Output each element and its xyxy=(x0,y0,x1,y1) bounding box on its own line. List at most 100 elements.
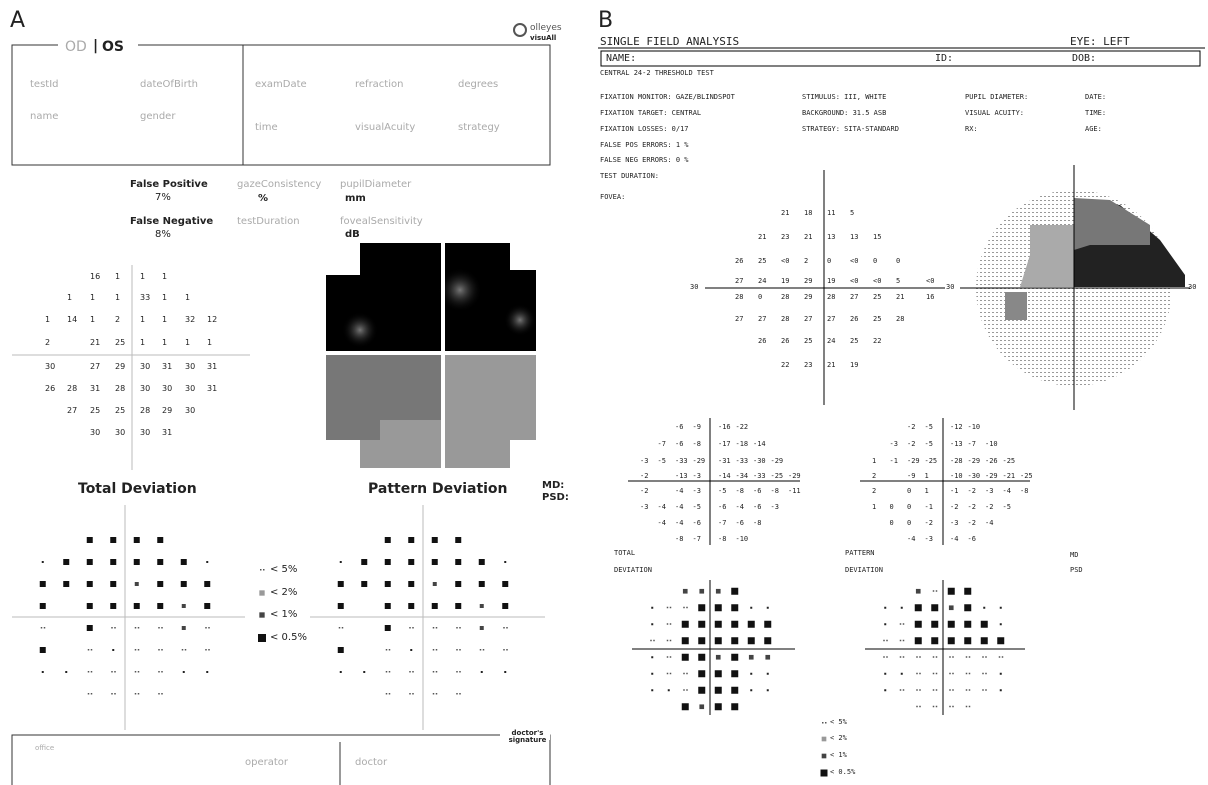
symbol xyxy=(111,627,113,629)
deviation-value: 1 xyxy=(872,503,877,511)
deviation-value: 1 xyxy=(924,472,929,480)
symbol xyxy=(947,587,955,595)
symbol xyxy=(133,559,140,565)
symbol xyxy=(137,693,140,695)
psd-label: PSD xyxy=(1070,566,1083,574)
symbol xyxy=(385,649,388,651)
deviation-value: -4 xyxy=(657,519,666,527)
deviation-value: -3 xyxy=(640,503,649,511)
deviation-value: -2 xyxy=(640,487,649,495)
threshold-value: 1 xyxy=(67,293,73,302)
symbol xyxy=(935,689,938,691)
symbol xyxy=(900,672,903,675)
deviation-value: -4 xyxy=(675,503,684,511)
threshold-value: 27 xyxy=(67,406,78,415)
axis-label: 30 xyxy=(1188,283,1197,291)
symbol xyxy=(683,606,685,609)
deviation-value: -8 xyxy=(675,535,684,543)
symbol xyxy=(205,627,207,629)
symbol xyxy=(952,689,954,691)
info: FIXATION TARGET: CENTRAL xyxy=(600,109,702,117)
threshold-value: 1 xyxy=(185,338,191,347)
symbol xyxy=(686,689,688,691)
symbol xyxy=(999,623,1002,626)
symbol xyxy=(698,670,706,678)
symbol xyxy=(820,769,828,777)
symbol xyxy=(157,581,164,587)
info: VISUAL ACUITY: xyxy=(965,109,1025,117)
deviation-value: -25 xyxy=(1020,472,1033,480)
deviation-value: -3 xyxy=(889,440,898,448)
deviation-value: -5 xyxy=(924,423,933,431)
deviation-value: -4 xyxy=(675,487,684,495)
symbol xyxy=(683,689,685,691)
symbol xyxy=(764,637,772,645)
symbol xyxy=(432,693,435,695)
section-title: TOTAL xyxy=(614,549,636,557)
threshold-value: 25 xyxy=(804,337,813,345)
reliability-value: 8% xyxy=(155,229,171,240)
header-field: dateOfBirth xyxy=(140,79,198,90)
threshold-value: 28 xyxy=(781,315,790,323)
symbol xyxy=(86,581,93,587)
threshold-value: 30 xyxy=(162,384,173,393)
symbol xyxy=(902,639,905,642)
symbol xyxy=(932,705,935,708)
section-title: DEVIATION xyxy=(614,566,652,574)
symbol xyxy=(748,654,754,660)
symbol xyxy=(653,639,655,642)
threshold-value: 12 xyxy=(207,315,218,324)
symbol xyxy=(459,693,461,695)
info: DATE: xyxy=(1085,93,1107,101)
psd-label: PSD: xyxy=(542,492,569,503)
threshold-value: 31 xyxy=(207,362,218,371)
symbol xyxy=(731,637,739,645)
legend-label: < 1% xyxy=(270,609,298,620)
symbol xyxy=(482,649,485,651)
symbol xyxy=(384,581,391,587)
symbol xyxy=(932,689,935,691)
deviation-value: -1 xyxy=(889,457,898,465)
symbol xyxy=(681,637,689,645)
symbol xyxy=(137,671,140,673)
symbol xyxy=(747,620,755,628)
reliability-value: 7% xyxy=(155,192,171,203)
threshold-value: 1 xyxy=(140,338,146,347)
threshold-value: 26 xyxy=(850,315,859,323)
symbol xyxy=(886,639,888,642)
deviation-value: -2 xyxy=(907,423,916,431)
symbol xyxy=(87,671,90,673)
deviation-value: -14 xyxy=(718,472,731,480)
symbol xyxy=(731,620,739,628)
symbol xyxy=(161,671,163,673)
symbol xyxy=(650,639,652,642)
symbol xyxy=(902,689,905,691)
threshold-value: 21 xyxy=(758,233,767,241)
symbol xyxy=(409,693,411,695)
threshold-value: <0 xyxy=(850,277,859,285)
symbol xyxy=(161,627,163,629)
symbol xyxy=(63,581,70,587)
symbol xyxy=(87,693,90,695)
symbol xyxy=(698,620,706,628)
symbol xyxy=(339,561,342,563)
threshold-value: 19 xyxy=(850,361,859,369)
symbol xyxy=(158,693,160,695)
deviation-value: -4 xyxy=(675,519,684,527)
symbol xyxy=(964,604,972,612)
symbol xyxy=(431,537,438,543)
threshold-value: <0 xyxy=(850,257,859,265)
deviation-value: 1 xyxy=(872,457,877,465)
symbol xyxy=(110,581,117,587)
symbol xyxy=(384,603,391,609)
threshold-value: 1 xyxy=(162,338,168,347)
deviation-value: -3 xyxy=(640,457,649,465)
deviation-value: -16 xyxy=(718,423,731,431)
threshold-value: 28 xyxy=(896,315,905,323)
section-title: PATTERN xyxy=(845,549,875,557)
symbol xyxy=(731,703,739,711)
symbol xyxy=(766,689,769,692)
deviation-value: 0 xyxy=(889,519,894,527)
symbol xyxy=(935,656,938,658)
symbol xyxy=(915,588,921,594)
